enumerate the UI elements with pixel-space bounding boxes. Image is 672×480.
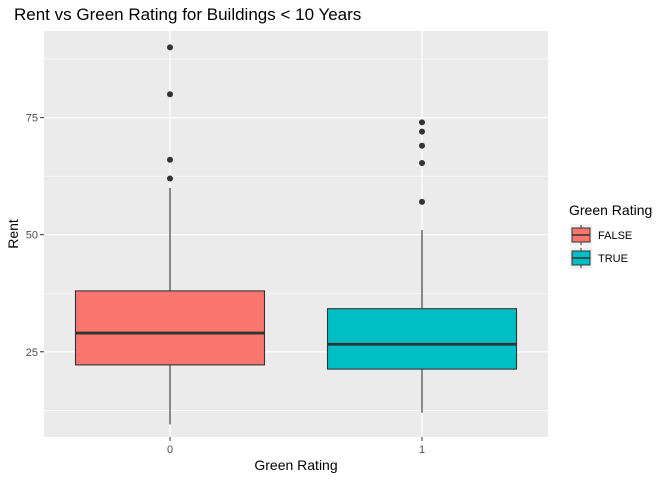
plot-panel — [44, 31, 548, 437]
outlier-point — [419, 160, 425, 167]
boxplots — [74, 44, 518, 425]
chart-title: Rent vs Green Rating for Buildings < 10 … — [14, 5, 361, 24]
legend-label: FALSE — [598, 230, 632, 242]
legend-label: TRUE — [598, 253, 628, 265]
outlier-point — [167, 91, 173, 98]
outlier-point — [167, 44, 173, 51]
legend: Green Rating FALSE TRUE — [569, 202, 652, 269]
y-tick-label: 25 — [26, 347, 38, 359]
outlier-point — [419, 142, 425, 149]
outlier-point — [167, 156, 173, 163]
box-true — [326, 119, 518, 413]
box-iqr — [326, 308, 518, 370]
outlier-point — [167, 175, 173, 182]
y-tick-label: 75 — [26, 113, 38, 125]
y-tick-label: 50 — [26, 230, 38, 242]
y-axis: 25 50 75 — [26, 113, 44, 359]
box-iqr — [74, 290, 266, 366]
outlier-point — [419, 198, 425, 205]
y-axis-title: Rent — [5, 219, 21, 249]
legend-entry-false: FALSE — [570, 224, 632, 246]
outlier-point — [419, 128, 425, 135]
x-tick-label: 1 — [419, 444, 425, 456]
legend-entry-true: TRUE — [570, 247, 628, 269]
x-axis-title: Green Rating — [254, 457, 337, 473]
box-false — [74, 44, 266, 425]
outlier-point — [419, 119, 425, 126]
x-tick-label: 0 — [167, 444, 173, 456]
legend-title: Green Rating — [569, 202, 652, 218]
